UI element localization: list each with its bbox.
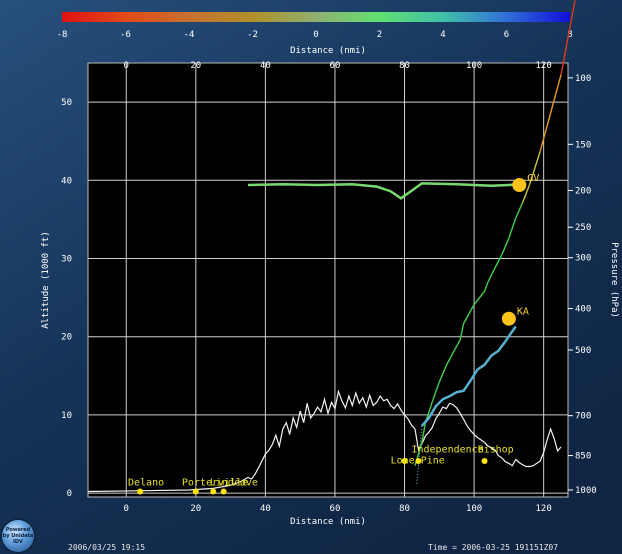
x-axis-title-top: Distance (nmi): [290, 46, 366, 56]
x-tick-label-top: 40: [260, 61, 271, 71]
sounding-segment: [494, 254, 503, 269]
colorbar-tick-label: 0: [313, 30, 318, 40]
station-marker: [220, 488, 227, 495]
sounding-segment: [463, 304, 475, 324]
colorbar-tick-label: 6: [504, 30, 509, 40]
sounding-segment: [473, 290, 486, 306]
station-marker: [137, 488, 144, 495]
terrain-profile-line: [87, 389, 562, 493]
y-right-axis-title: Pressure (hPa): [609, 242, 619, 318]
sounding-segment: [483, 281, 489, 292]
sounding-segment: [515, 201, 524, 219]
y-right-tick-label: 400: [575, 305, 591, 315]
station-label: Delano: [128, 477, 164, 488]
x-tick-label-bottom: 100: [466, 504, 482, 514]
colorbar-tick-label: -6: [120, 30, 131, 40]
aircraft-marker-gv: [512, 177, 527, 192]
sounding-segment: [529, 151, 541, 185]
station-label: Lindcove: [210, 477, 258, 488]
sounding-segment: [452, 339, 461, 353]
sounding-segment: [445, 352, 454, 366]
y-right-tick-label: 300: [575, 254, 591, 264]
sounding-segment: [487, 267, 496, 283]
colorbar-tick-label: 4: [440, 30, 445, 40]
x-tick-label-bottom: 40: [260, 504, 271, 514]
station-label: Porterville: [182, 477, 248, 488]
x-axis-title-bottom: Distance (nmi): [290, 517, 366, 527]
station-marker: [401, 458, 408, 465]
plot-border: [87, 62, 569, 498]
x-tick-label-bottom: 80: [399, 504, 410, 514]
y-right-tick-label: 200: [575, 186, 591, 196]
footer-date: 2006/03/25 19:15: [68, 543, 146, 552]
station-label: Independence: [411, 444, 483, 455]
sounding-segment: [560, 0, 576, 75]
x-tick-label-bottom: 120: [536, 504, 552, 514]
station-label: Bishop: [478, 444, 514, 455]
sounding-segment: [459, 323, 465, 340]
y-left-axis-title: Altitude (1000 ft): [41, 231, 51, 329]
x-tick-label-top: 60: [330, 61, 341, 71]
y-right-tick-label: 500: [575, 346, 591, 356]
colorbar: [62, 12, 570, 22]
sounding-segment: [438, 365, 447, 383]
station-label: Lone Pine: [391, 455, 445, 466]
grid: [88, 63, 568, 497]
x-tick-label-bottom: 20: [190, 504, 201, 514]
sounding-segment: [539, 112, 552, 152]
y-right-tick-label: 1000: [575, 486, 597, 496]
x-tick-label-top: 120: [536, 61, 552, 71]
sounding-segment: [549, 74, 562, 114]
y-left-tick-label: 40: [61, 176, 72, 186]
unidata-logo: Powered by Unidata IDV: [2, 520, 34, 552]
sounding-segment: [421, 422, 427, 443]
flight-descent-connector: [416, 425, 423, 486]
y-right-tick-label: 150: [575, 140, 591, 150]
colorbar-tick-label: 8: [567, 30, 572, 40]
y-left-tick-label: 10: [61, 411, 72, 421]
y-right-tick-label: 700: [575, 412, 591, 422]
footer-time: Time = 2006-03-25 191151Z07: [428, 543, 559, 552]
colorbar-ticks: -8 -6 -4 -2 0 2 4 6 8: [57, 30, 573, 40]
x-tick-label-top: 20: [190, 61, 201, 71]
flight-track-gv: [247, 182, 520, 200]
aircraft-label-ka: KA: [517, 307, 529, 318]
flight-track-ka: [420, 325, 517, 427]
station-marker: [415, 458, 422, 465]
x-tick-label-bottom: 60: [330, 504, 341, 514]
colorbar-tick-label: -4: [184, 30, 195, 40]
y-left-tick-label: 20: [61, 333, 72, 343]
station-marker: [481, 458, 488, 465]
logo-text: Powered by Unidata IDV: [2, 527, 34, 545]
y-right-tick-label: 100: [575, 74, 591, 84]
colorbar-tick-label: -8: [57, 30, 68, 40]
x-tick-label-top: 80: [399, 61, 410, 71]
colorbar-tick-label: 2: [377, 30, 382, 40]
sounding-segment: [501, 237, 510, 255]
x-tick-label-top: 0: [124, 61, 129, 71]
colorbar-tick-label: -2: [247, 30, 258, 40]
station-marker: [192, 488, 199, 495]
y-left-tick-label: 50: [61, 98, 72, 108]
sounding-segment: [508, 217, 517, 239]
aircraft-label-gv: GV: [527, 173, 539, 184]
y-right-tick-label: 250: [575, 223, 591, 233]
plot-area: [88, 63, 568, 497]
x-tick-label-top: 100: [466, 61, 482, 71]
station-marker: [210, 488, 217, 495]
aircraft-marker-ka: [501, 311, 516, 326]
sounding-segment: [431, 381, 440, 402]
sounding-segment: [522, 183, 531, 203]
x-tick-label-bottom: 0: [124, 504, 129, 514]
y-right-tick-label: 850: [575, 452, 591, 462]
y-left-tick-label: 0: [67, 489, 72, 499]
y-left-tick-label: 30: [61, 254, 72, 264]
